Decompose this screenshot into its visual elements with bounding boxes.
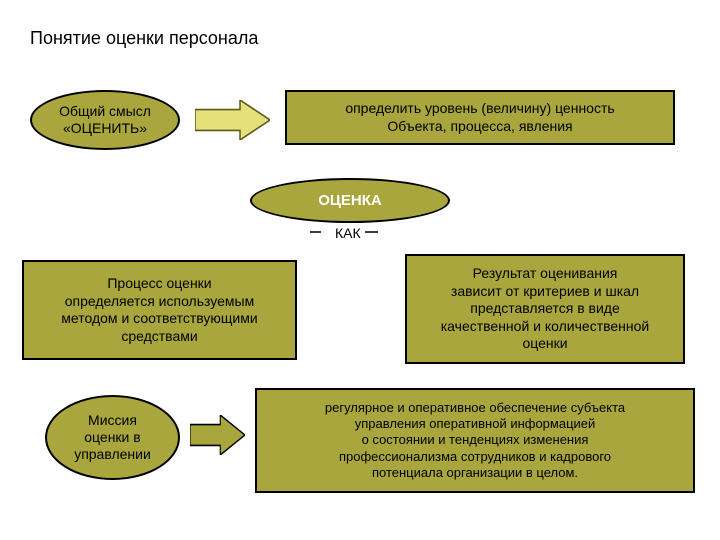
- node-regular: регулярное и оперативное обеспечение суб…: [255, 388, 695, 493]
- node-general-sense: Общий смысл«ОЦЕНИТЬ»: [30, 90, 180, 150]
- arrow-general-to-define: [195, 100, 270, 140]
- node-ocenka: ОЦЕНКА: [250, 178, 450, 223]
- node-regular-text: регулярное и оперативное обеспечение суб…: [325, 400, 625, 481]
- node-define-level-text: определить уровень (величину) ценностьОб…: [345, 100, 614, 135]
- node-process: Процесс оценкиопределяется используемымм…: [22, 260, 297, 360]
- label-kak: КАК: [335, 225, 361, 241]
- arrow-shape: [190, 415, 245, 455]
- node-result-text: Результат оцениваниязависит от критериев…: [441, 265, 650, 353]
- node-result: Результат оцениваниязависит от критериев…: [405, 254, 685, 364]
- node-general-sense-text: Общий смысл«ОЦЕНИТЬ»: [59, 103, 151, 137]
- page-title: Понятие оценки персонала: [30, 28, 258, 49]
- node-process-text: Процесс оценкиопределяется используемымм…: [61, 275, 257, 345]
- node-define-level: определить уровень (величину) ценностьОб…: [285, 90, 675, 145]
- arrow-shape: [195, 100, 270, 140]
- node-mission-text: Миссияоценки вуправлении: [74, 412, 151, 462]
- node-ocenka-text: ОЦЕНКА: [318, 192, 381, 210]
- node-mission: Миссияоценки вуправлении: [45, 395, 180, 480]
- arrow-mission-to-regular: [190, 415, 245, 455]
